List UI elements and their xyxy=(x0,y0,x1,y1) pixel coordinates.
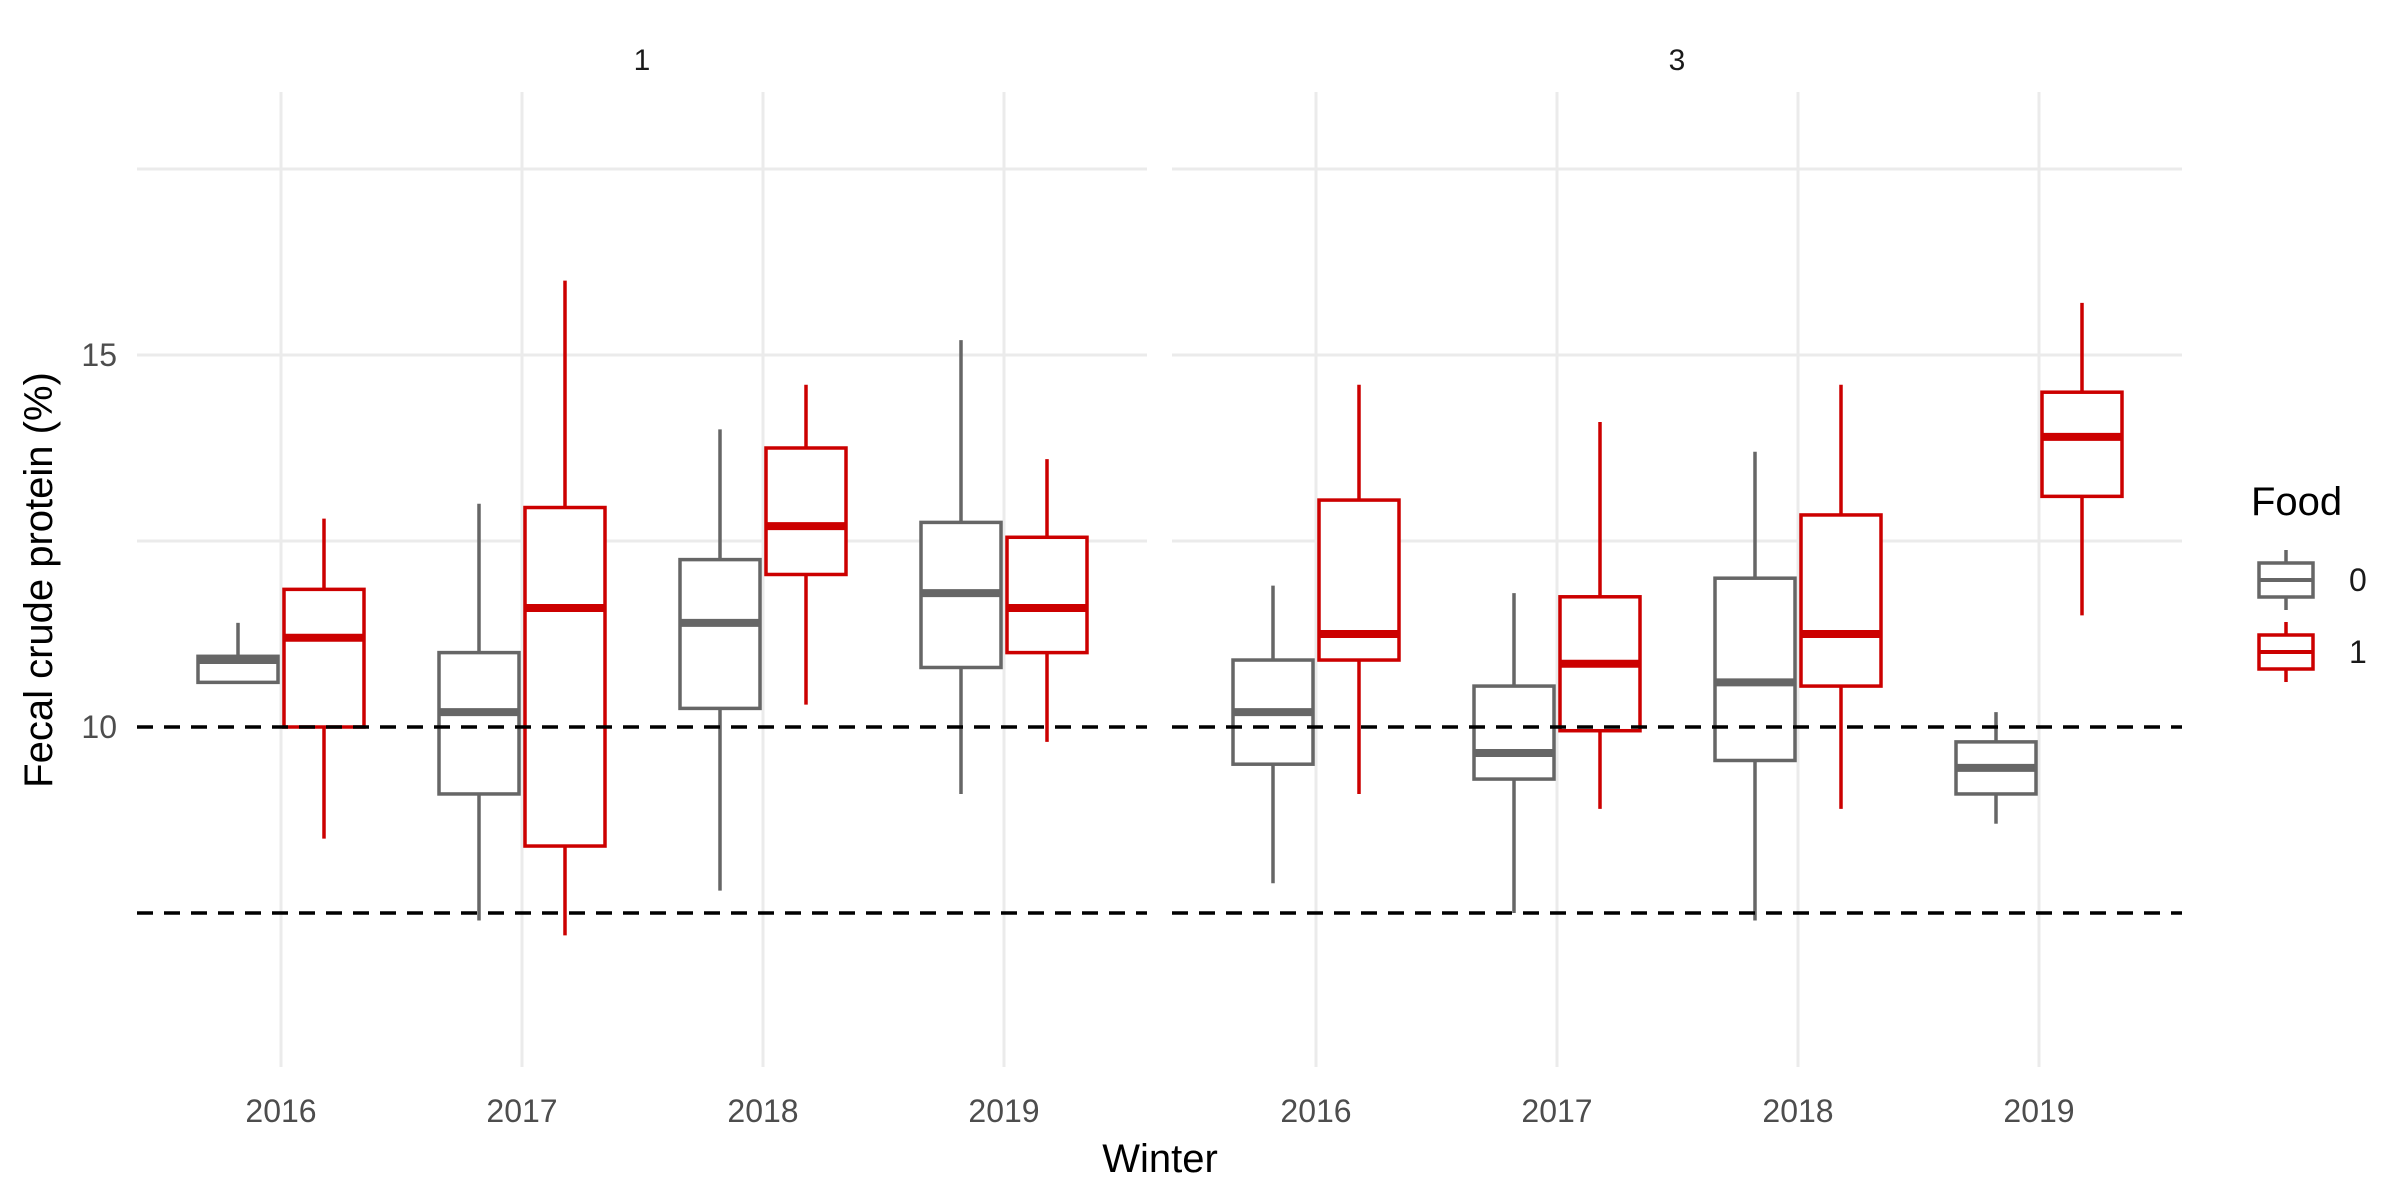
box-iqr xyxy=(437,650,521,796)
legend: Food 0 1 xyxy=(2251,480,2367,682)
box-iqr xyxy=(678,557,762,711)
y-tick-label: 15 xyxy=(81,337,117,373)
x-tick-label: 2018 xyxy=(727,1093,798,1129)
x-tick-label: 2016 xyxy=(245,1093,316,1129)
box-2017-food-0 xyxy=(1472,593,1556,913)
box-2017-food-1 xyxy=(1558,421,1642,809)
box-iqr xyxy=(282,587,366,729)
legend-key-0: 0 xyxy=(2257,550,2367,610)
box-2016-food-1 xyxy=(282,518,366,839)
facet-label: 3 xyxy=(1669,44,1686,77)
box-iqr xyxy=(1005,535,1089,655)
x-axis-title: Winter xyxy=(1102,1137,1218,1181)
box-2018-food-1 xyxy=(1799,384,1883,809)
box-2016-food-0 xyxy=(196,622,280,685)
box-iqr xyxy=(1799,513,1883,688)
x-tick-label: 2017 xyxy=(1521,1093,1592,1129)
panel-3: 3 2016 2017 2018 2019 xyxy=(1172,44,2182,1129)
legend-label: 0 xyxy=(2349,562,2367,598)
box-iqr xyxy=(523,505,607,848)
x-tick-label: 2019 xyxy=(968,1093,1039,1129)
legend-key-1: 1 xyxy=(2257,622,2367,682)
x-tick-label: 2016 xyxy=(1280,1093,1351,1129)
legend-title: Food xyxy=(2251,480,2342,524)
box-2018-food-0 xyxy=(1713,451,1797,921)
y-axis-title: Fecal crude protein (%) xyxy=(17,372,61,788)
x-tick-label: 2017 xyxy=(486,1093,557,1129)
box-2019-food-1 xyxy=(1005,459,1089,742)
box-2019-food-0 xyxy=(1954,712,2038,824)
box-2017-food-0 xyxy=(437,503,521,921)
panel-1: 1 2016 2017 2018 2019 xyxy=(137,44,1147,1129)
box-iqr xyxy=(1713,576,1797,763)
box-2018-food-1 xyxy=(764,384,848,705)
box-2016-food-1 xyxy=(1317,384,1401,794)
x-tick-label: 2018 xyxy=(1762,1093,1833,1129)
box-iqr xyxy=(2040,390,2124,499)
box-2018-food-0 xyxy=(678,429,762,891)
box-2016-food-0 xyxy=(1231,585,1315,884)
facet-label: 1 xyxy=(634,44,651,77)
box-2019-food-0 xyxy=(919,340,1003,794)
box-2019-food-1 xyxy=(2040,302,2124,616)
panels-layer: 1 2016 2017 2018 2019 3 2016 2017 2018 2019 10 15 xyxy=(81,44,2182,1129)
box-2017-food-1 xyxy=(523,280,607,936)
box-iqr xyxy=(764,446,848,577)
x-tick-label: 2019 xyxy=(2003,1093,2074,1129)
legend-label: 1 xyxy=(2349,634,2367,670)
box-iqr xyxy=(1472,684,1556,781)
y-tick-label: 10 xyxy=(81,709,117,745)
